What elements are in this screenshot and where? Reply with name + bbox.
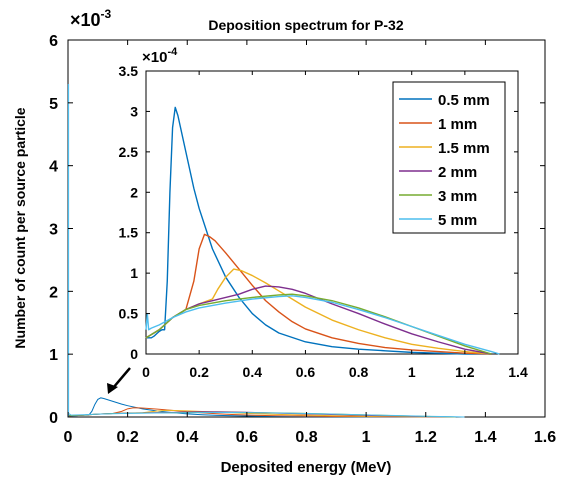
main-y-ticks: 0 1 2 3 4 5 6 xyxy=(49,33,545,427)
legend-label-5-mm: 5 mm xyxy=(438,212,477,229)
main-x-tick-label: 0 xyxy=(64,429,73,446)
inset-series-group xyxy=(145,106,500,355)
inset-x-tick-label: 1.4 xyxy=(508,364,528,380)
inset-y-tick-label: 2 xyxy=(130,184,138,200)
inset-y-ticks: 0 0.5 1 1.5 2 2.5 3 3.5 xyxy=(119,63,518,362)
legend-label-1-5-mm: 1.5 mm xyxy=(438,140,490,157)
main-x-tick-label: 0.8 xyxy=(295,429,317,446)
legend-label-2-mm: 2 mm xyxy=(438,164,477,181)
inset-x-tick-label: 0.4 xyxy=(243,364,263,380)
main-x-tick-label: 0.2 xyxy=(117,429,139,446)
inset-x-ticks: 0 0.2 0.4 0.6 0.8 1 1.2 1.4 xyxy=(142,71,528,380)
inset-y-tick-label: 0 xyxy=(130,346,138,362)
inset-y-tick-label: 0.5 xyxy=(119,306,139,322)
legend-box xyxy=(392,81,506,234)
main-y-tick-label: 6 xyxy=(49,33,58,50)
inset-x-tick-label: 1 xyxy=(408,364,416,380)
main-x-tick-label: 0.4 xyxy=(176,429,198,446)
inset-x-tick-label: 1.2 xyxy=(455,364,475,380)
legend-label-3-mm: 3 mm xyxy=(438,188,477,205)
main-y-tick-label: 0 xyxy=(49,410,58,427)
main-x-tick-label: 1.6 xyxy=(534,429,556,446)
inset-y-tick-label: 2.5 xyxy=(119,144,139,160)
inset-series-line-0-5-mm xyxy=(146,106,492,355)
main-x-tick-label: 0.6 xyxy=(236,429,258,446)
main-y-tick-label: 1 xyxy=(49,347,58,364)
main-y-tick-label: 3 xyxy=(49,222,58,239)
main-y-tick-label: 2 xyxy=(49,284,58,301)
legend-label-0-5-mm: 0.5 mm xyxy=(438,92,490,109)
x-axis-label: Deposited energy (MeV) xyxy=(221,459,392,476)
main-x-tick-label: 1 xyxy=(362,429,371,446)
inset-series-line-5-mm xyxy=(145,295,500,355)
inset-x-tick-label: 0.8 xyxy=(349,364,369,380)
y-axis-label: Number of count per source particle xyxy=(12,107,28,348)
chart-title: Deposition spectrum for P-32 xyxy=(208,17,403,33)
main-y-tick-label: 4 xyxy=(49,159,58,176)
inset-x-tick-label: 0.2 xyxy=(189,364,209,380)
main-x-tick-label: 1.4 xyxy=(474,429,496,446)
inset-x-tick-label: 0 xyxy=(142,364,150,380)
inset-series-line-1-mm xyxy=(145,233,492,355)
legend-label-1-mm: 1 mm xyxy=(438,116,477,133)
legend: 0.5 mm 1 mm 1.5 mm 2 mm 3 mm 5 mm xyxy=(392,81,506,234)
inset-y-tick-label: 1.5 xyxy=(119,225,139,241)
main-x-ticks: 0 0.2 0.4 0.6 0.8 1 1.2 1.4 1.6 xyxy=(64,40,556,446)
inset-y-tick-label: 3 xyxy=(130,103,138,119)
inset-x-tick-label: 0.6 xyxy=(296,364,316,380)
inset-y-tick-label: 1 xyxy=(130,265,138,281)
inset-arrow xyxy=(107,367,131,394)
main-x-tick-label: 1.2 xyxy=(415,429,437,446)
inset-y-tick-label: 3.5 xyxy=(119,63,139,79)
main-y-tick-label: 5 xyxy=(49,96,58,113)
main-series-line-5-mm xyxy=(67,411,465,418)
inset-y-scale-label: ×10-4 xyxy=(142,46,178,66)
main-y-scale-label: ×10-3 xyxy=(70,7,112,30)
